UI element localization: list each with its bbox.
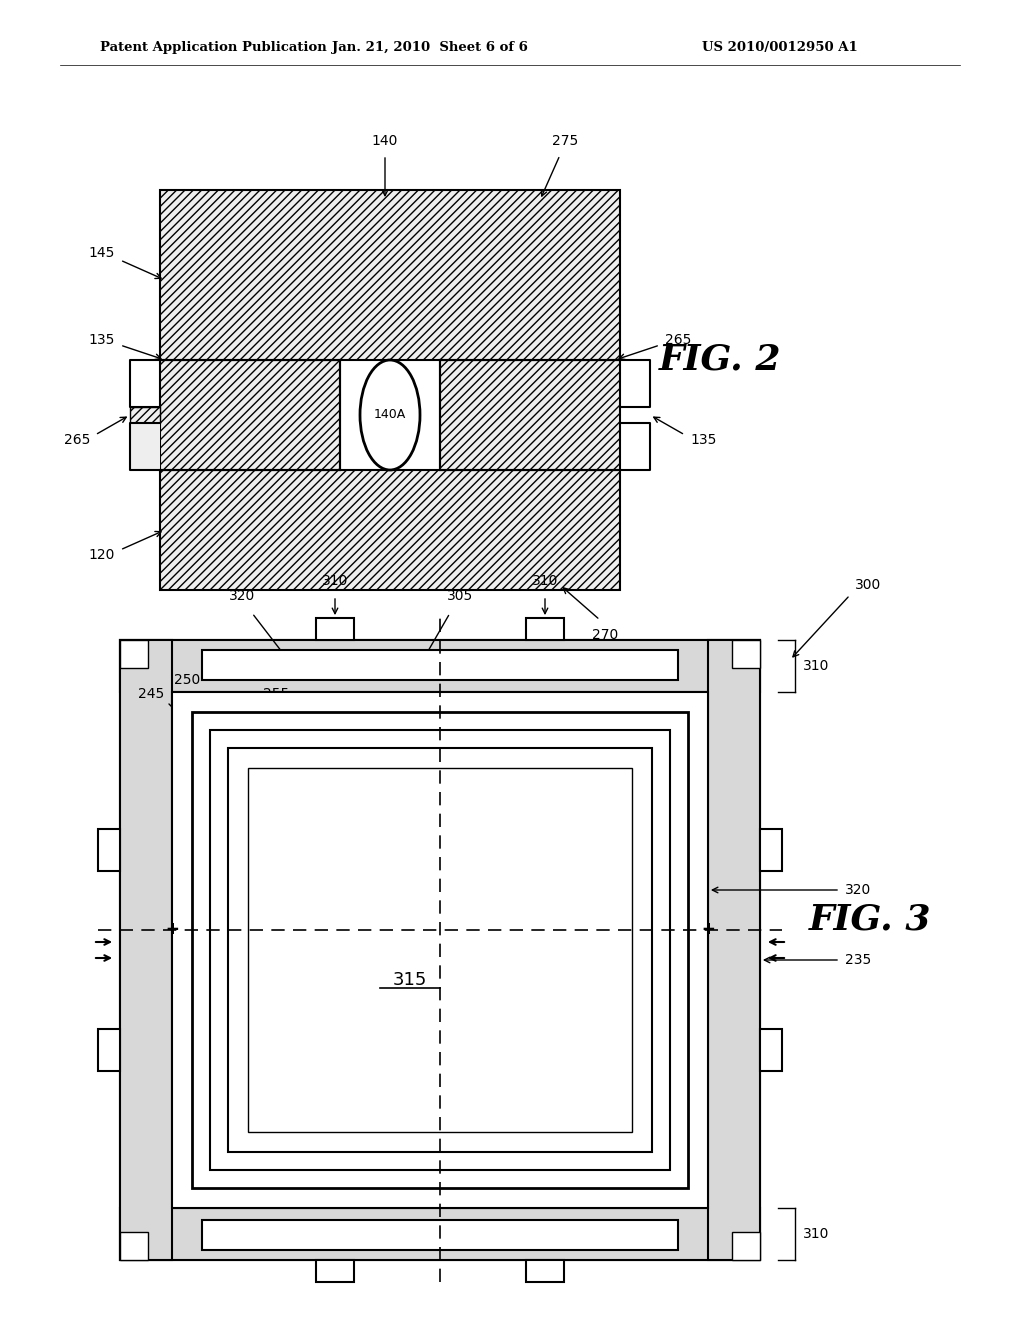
Bar bbox=[228, 748, 652, 1152]
Text: 255: 255 bbox=[263, 686, 289, 701]
Text: +: + bbox=[702, 920, 714, 940]
Text: 275: 275 bbox=[552, 135, 579, 148]
Text: 310: 310 bbox=[322, 574, 348, 587]
Bar bbox=[120, 1232, 148, 1261]
Bar bbox=[160, 470, 620, 590]
Text: 310: 310 bbox=[803, 1228, 829, 1241]
Text: FIG. 3: FIG. 3 bbox=[809, 903, 931, 937]
Bar bbox=[202, 1220, 678, 1250]
Text: Jan. 21, 2010  Sheet 6 of 6: Jan. 21, 2010 Sheet 6 of 6 bbox=[332, 41, 528, 54]
Bar bbox=[160, 190, 620, 360]
Bar bbox=[120, 640, 760, 692]
Text: Patent Application Publication: Patent Application Publication bbox=[100, 41, 327, 54]
Bar bbox=[120, 640, 172, 1261]
Text: 310: 310 bbox=[531, 574, 558, 587]
Text: 145: 145 bbox=[89, 246, 115, 260]
Text: 300: 300 bbox=[855, 578, 882, 591]
Bar bbox=[248, 768, 632, 1133]
Bar bbox=[98, 829, 120, 871]
Text: US 2010/0012950 A1: US 2010/0012950 A1 bbox=[702, 41, 858, 54]
Text: 120: 120 bbox=[89, 548, 115, 562]
Bar bbox=[732, 640, 760, 668]
Bar bbox=[316, 618, 354, 640]
Text: 135: 135 bbox=[89, 333, 115, 347]
Text: 140A: 140A bbox=[374, 408, 407, 421]
Text: 320: 320 bbox=[229, 589, 255, 603]
Bar bbox=[172, 692, 708, 1208]
Bar bbox=[526, 618, 564, 640]
Bar bbox=[120, 1208, 760, 1261]
Bar bbox=[760, 1030, 782, 1071]
Text: 140: 140 bbox=[372, 135, 398, 148]
Bar bbox=[526, 1261, 564, 1282]
Text: +: + bbox=[166, 920, 178, 940]
Bar bbox=[760, 829, 782, 871]
Bar bbox=[130, 407, 160, 422]
Bar bbox=[732, 1232, 760, 1261]
Bar bbox=[210, 730, 670, 1170]
Text: 320: 320 bbox=[845, 883, 871, 898]
Bar bbox=[202, 649, 678, 680]
Bar bbox=[160, 360, 340, 470]
Bar bbox=[316, 1261, 354, 1282]
Text: 245: 245 bbox=[138, 686, 164, 701]
Text: 265: 265 bbox=[665, 333, 691, 347]
Text: 270: 270 bbox=[592, 628, 618, 642]
Bar bbox=[120, 640, 148, 668]
Text: 250: 250 bbox=[174, 673, 200, 686]
Bar bbox=[120, 640, 760, 1261]
Text: 235: 235 bbox=[845, 953, 871, 968]
Bar bbox=[98, 1030, 120, 1071]
Bar bbox=[193, 711, 688, 1188]
Text: 305: 305 bbox=[446, 589, 473, 603]
Text: 135: 135 bbox=[690, 433, 717, 447]
Bar bbox=[130, 422, 160, 470]
Text: 310: 310 bbox=[803, 659, 829, 673]
Text: FIG. 2: FIG. 2 bbox=[658, 343, 781, 378]
Text: 265: 265 bbox=[63, 433, 90, 447]
Bar bbox=[708, 640, 760, 1261]
Ellipse shape bbox=[360, 360, 420, 470]
Bar bbox=[440, 360, 620, 470]
Text: 315: 315 bbox=[393, 972, 427, 989]
